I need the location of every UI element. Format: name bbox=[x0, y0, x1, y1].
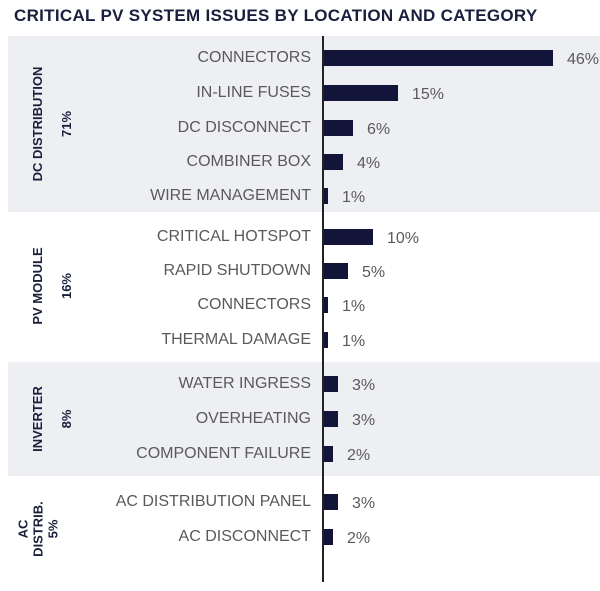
value-label: 3% bbox=[352, 377, 376, 394]
value-label: 2% bbox=[347, 530, 371, 547]
value-label: 1% bbox=[342, 333, 366, 350]
group-share: 71% bbox=[59, 110, 74, 138]
bar bbox=[323, 529, 333, 545]
value-label: 15% bbox=[412, 86, 445, 103]
bar bbox=[323, 494, 338, 510]
category-label: AC DISCONNECT bbox=[178, 528, 311, 545]
category-label: WIRE MANAGEMENT bbox=[150, 187, 311, 204]
value-label: 46% bbox=[567, 51, 600, 68]
bar bbox=[323, 50, 553, 66]
group-label: AC DISTRIB. 5% bbox=[16, 501, 61, 557]
category-label: THERMAL DAMAGE bbox=[161, 331, 311, 348]
bar bbox=[323, 297, 328, 313]
category-label: AC DISTRIBUTION PANEL bbox=[115, 493, 311, 510]
group-name: AC DISTRIB. bbox=[15, 501, 46, 557]
category-label: CONNECTORS bbox=[197, 49, 312, 66]
category-label: IN-LINE FUSES bbox=[196, 84, 311, 101]
bar bbox=[323, 332, 328, 348]
category-label: OVERHEATING bbox=[195, 410, 311, 427]
group-label: DC DISTRIBUTION 71% bbox=[30, 67, 74, 182]
bar bbox=[323, 229, 373, 245]
value-label: 6% bbox=[367, 121, 391, 138]
bar bbox=[323, 188, 328, 204]
group-label: INVERTER 8% bbox=[30, 386, 74, 452]
category-label: DC DISCONNECT bbox=[177, 119, 311, 136]
bar bbox=[323, 120, 353, 136]
group-name: PV MODULE bbox=[30, 247, 45, 325]
group-band bbox=[8, 362, 600, 476]
group-label: PV MODULE 16% bbox=[30, 247, 74, 324]
value-label: 4% bbox=[357, 155, 381, 172]
bar bbox=[323, 85, 398, 101]
bar bbox=[323, 376, 338, 392]
category-label: COMBINER BOX bbox=[186, 153, 311, 170]
category-label: CONNECTORS bbox=[197, 296, 312, 313]
value-label: 1% bbox=[342, 189, 366, 206]
bar bbox=[323, 411, 338, 427]
value-label: 10% bbox=[387, 230, 420, 247]
group-share: 5% bbox=[45, 519, 61, 539]
bar bbox=[323, 263, 348, 279]
group-name: INVERTER bbox=[30, 386, 45, 452]
value-label: 3% bbox=[352, 412, 376, 429]
group-share: 8% bbox=[59, 409, 74, 429]
value-label: 1% bbox=[342, 298, 366, 315]
value-label: 3% bbox=[352, 495, 376, 512]
group-name: DC DISTRIBUTION bbox=[30, 66, 45, 182]
value-label: 5% bbox=[362, 264, 386, 281]
chart-title: CRITICAL PV SYSTEM ISSUES BY LOCATION AN… bbox=[14, 6, 538, 25]
bar bbox=[323, 154, 343, 170]
category-label: WATER INGRESS bbox=[178, 375, 311, 392]
category-label: COMPONENT FAILURE bbox=[136, 445, 311, 462]
value-label: 2% bbox=[347, 447, 371, 464]
group-share: 16% bbox=[59, 272, 74, 300]
y-axis-line bbox=[322, 36, 324, 582]
category-label: RAPID SHUTDOWN bbox=[163, 262, 311, 279]
bar bbox=[323, 446, 333, 462]
category-label: CRITICAL HOTSPOT bbox=[156, 228, 311, 245]
